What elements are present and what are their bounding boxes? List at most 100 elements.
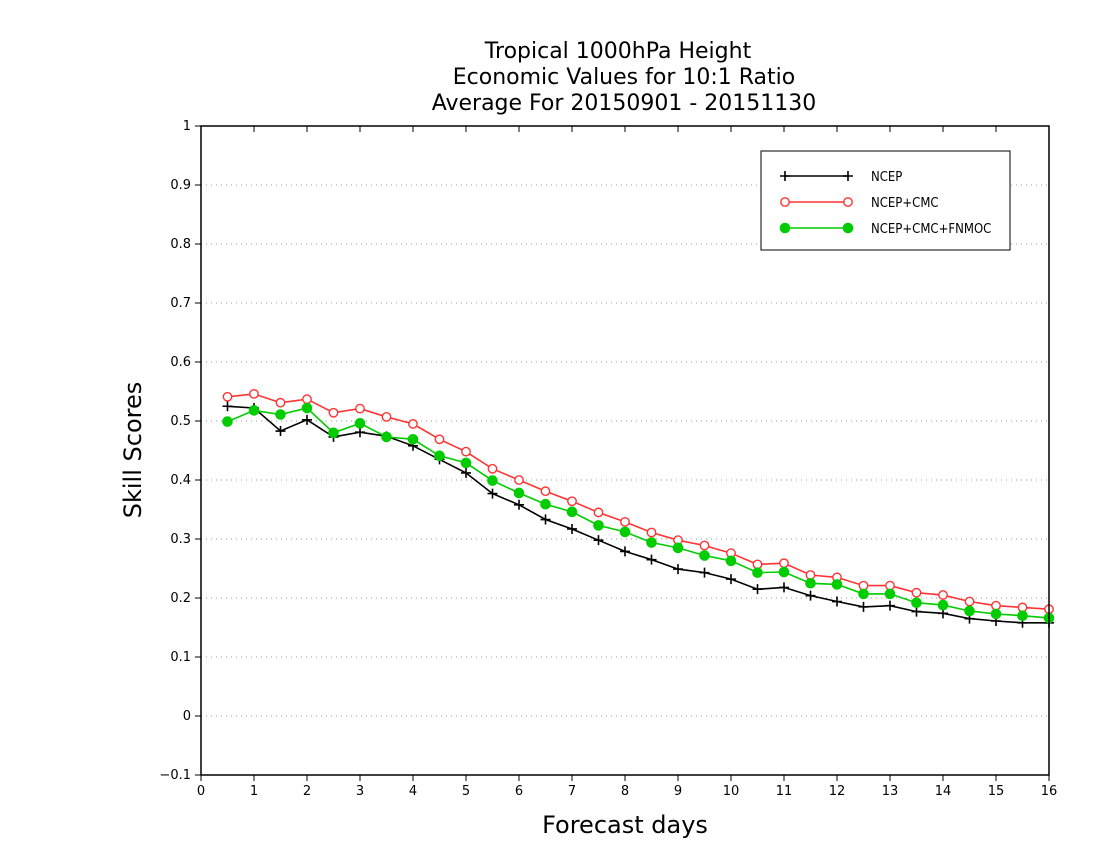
legend-label-ncep-cmc-fnmoc: NCEP+CMC+FNMOC [871,222,991,237]
data-point-ncep-cmc-fnmoc [911,597,922,609]
data-point-ncep-cmc-fnmoc [381,431,392,443]
data-point-ncep [832,596,842,607]
x-tick-label: 3 [356,784,364,799]
data-point-ncep-cmc-fnmoc [593,520,604,531]
data-point-ncep-cmc-fnmoc [540,498,551,510]
data-point-ncep [461,467,471,478]
data-point-ncep [858,601,869,612]
x-tick-label: 11 [776,784,793,799]
data-point-ncep-cmc-fnmoc [778,566,790,578]
data-point-ncep-cmc [408,419,418,429]
data-point-ncep-cmc-fnmoc [1017,610,1028,622]
data-point-ncep-cmc-fnmoc [460,457,472,469]
x-tick-label: 5 [462,784,470,799]
legend-label-ncep: NCEP [871,170,902,185]
y-tick-label: 0.6 [170,355,191,370]
y-tick-label: 1 [183,119,191,134]
y-axis-title: Skill Scores [119,382,147,519]
data-point-ncep-cmc [275,397,286,408]
data-point-ncep-cmc-fnmoc [275,409,286,420]
x-tick-label: 2 [303,784,311,799]
data-point-ncep [355,427,365,438]
x-tick-label: 1 [250,784,258,799]
data-point-ncep [752,584,763,595]
data-point-ncep-cmc [911,587,922,598]
data-point-ncep [567,523,577,534]
data-point-ncep-cmc [302,394,312,405]
data-point-ncep-cmc-fnmoc [831,579,843,590]
y-tick-label: 0.4 [170,473,191,488]
data-point-ncep-cmc-fnmoc [619,526,631,538]
data-point-ncep-cmc [567,496,577,507]
data-point-ncep-cmc-fnmoc [301,402,313,414]
legend-box [760,150,1011,251]
data-point-ncep-cmc-fnmoc [354,418,366,429]
data-point-ncep [302,414,312,425]
data-point-ncep-cmc [249,388,259,399]
x-tick-label: 16 [1041,784,1058,799]
data-point-ncep-cmc-fnmoc [752,567,763,578]
legend-label-ncep-cmc: NCEP+CMC [871,196,939,211]
data-point-ncep-cmc-fnmoc [805,577,816,589]
data-point-ncep [805,590,816,601]
data-point-ncep-cmc [434,434,445,445]
data-point-ncep [726,574,736,585]
data-point-ncep-cmc [752,559,763,570]
data-point-ncep-cmc [805,570,816,580]
title-line-2: Economic Values for 10:1 Ratio [453,65,795,90]
data-point-ncep-cmc [222,391,233,402]
data-point-ncep-cmc-fnmoc [646,537,657,548]
x-tick-label: 8 [621,784,629,799]
y-tick-label: 0.3 [170,532,191,547]
data-point-ncep [540,514,551,525]
data-point-ncep-cmc [885,580,895,591]
x-tick-label: 9 [674,784,682,799]
data-point-ncep-cmc [1017,602,1028,613]
data-point-ncep [222,401,233,412]
data-point-ncep [885,600,895,611]
series-layer [222,388,1055,628]
data-point-ncep-cmc [381,411,392,422]
y-tick-label: 0.8 [170,237,191,252]
data-point-ncep-cmc [487,463,498,474]
data-point-ncep-cmc-fnmoc [566,506,578,518]
y-tick-label: 0.1 [170,650,191,665]
x-tick-label: 15 [988,784,1005,799]
data-point-ncep-cmc-fnmoc [328,427,339,439]
data-point-ncep-cmc [858,580,869,591]
legend-marker-ncep [780,171,790,181]
data-point-ncep [275,426,286,437]
data-point-ncep-cmc [355,403,365,414]
data-point-ncep-cmc-fnmoc [407,433,419,445]
data-point-ncep-cmc-fnmoc [672,542,684,554]
x-tick-label: 14 [935,784,952,799]
x-tick-label: 0 [197,784,205,799]
data-point-ncep-cmc [593,507,604,518]
data-point-ncep-cmc-fnmoc [248,405,260,416]
data-point-ncep-cmc [964,596,975,607]
data-point-ncep [699,567,710,578]
data-point-ncep-cmc-fnmoc [964,605,975,617]
data-point-ncep-cmc [991,600,1001,611]
series-ncep-cmc-fnmoc [222,402,1055,624]
data-point-ncep-cmc [514,475,524,485]
title-line-1: Tropical 1000hPa Height [484,39,752,64]
x-axis-title: Forecast days [542,811,708,839]
legend-marker-ncep-cmc-fnmoc [779,222,791,234]
data-point-ncep-cmc-fnmoc [858,588,869,600]
data-point-ncep-cmc [646,527,657,538]
y-tick-label: −0.1 [159,768,191,783]
x-tick-label: 6 [515,784,523,799]
legend-marker-ncep-cmc [843,197,853,207]
y-tick-label: 0 [183,709,191,724]
x-tick-label: 13 [882,784,899,799]
data-point-ncep-cmc [620,516,630,527]
x-tick-label: 4 [409,784,417,799]
data-point-ncep-cmc [540,486,551,497]
data-point-ncep [514,499,524,510]
y-tick-label: 0.2 [170,591,191,606]
data-point-ncep-cmc-fnmoc [434,450,445,462]
x-tick-label: 10 [723,784,740,799]
data-point-ncep-cmc-fnmoc [884,588,896,600]
